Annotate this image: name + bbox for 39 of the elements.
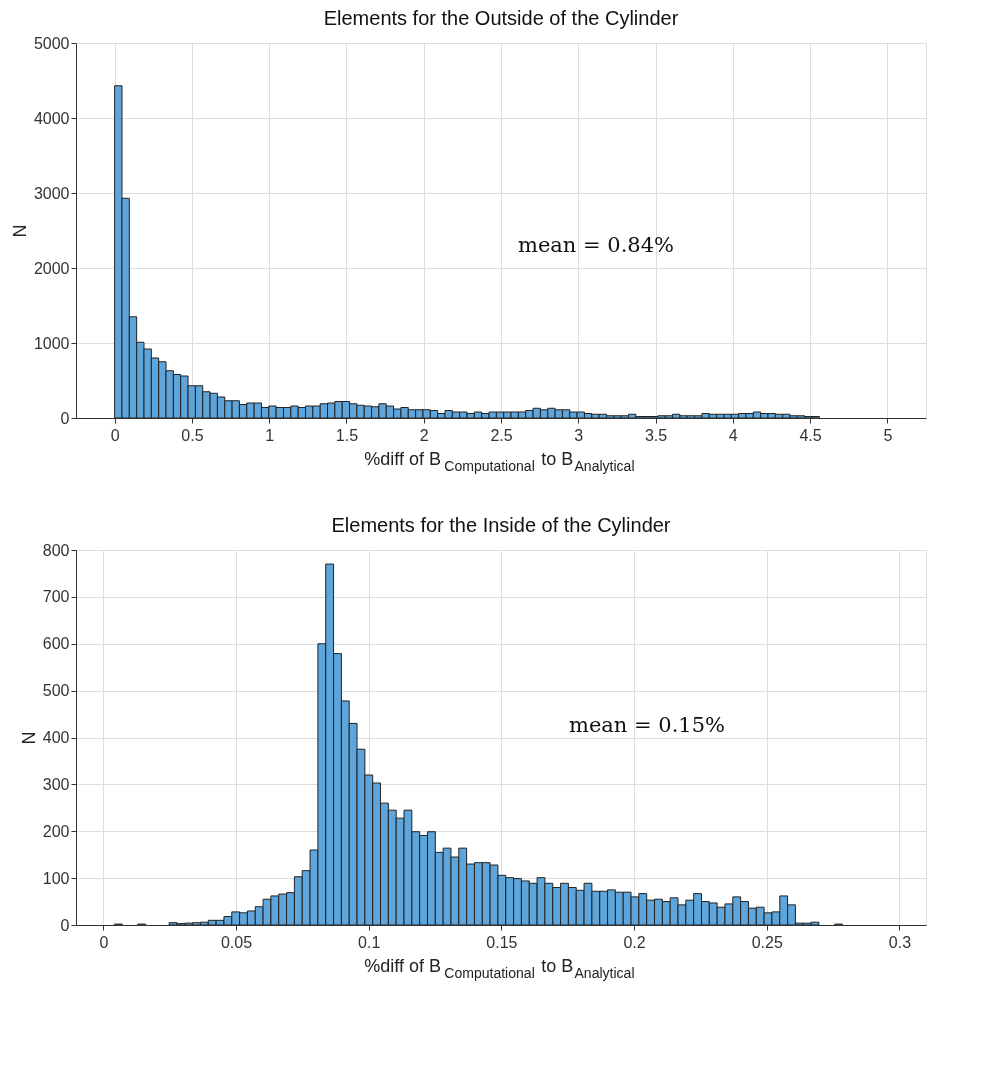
x-tick-label: 4.5: [799, 426, 822, 444]
x-tick-label: 0.3: [888, 933, 912, 951]
y-tick-label: 3000: [33, 184, 70, 202]
y-tick-label: 600: [42, 635, 70, 653]
x-tick-label: 5: [883, 426, 893, 444]
chart-title: Elements for the Inside of the Cylinder: [331, 514, 671, 536]
y-tick-label: 100: [42, 869, 70, 887]
x-tick-label: 0.05: [220, 933, 253, 951]
annotation: mean = 0.84%: [518, 232, 675, 257]
x-tick-label: 0.15: [486, 933, 518, 951]
y-tick-label: 500: [42, 682, 70, 700]
x-tick-label: 1: [265, 426, 275, 444]
y-tick-label: 0: [60, 409, 70, 427]
y-tick-label: 5000: [33, 34, 70, 52]
x-tick-label: 0: [110, 426, 120, 444]
y-tick-label: 200: [42, 822, 70, 840]
y-axis-title: N: [9, 224, 30, 238]
y-tick-label: 1000: [33, 334, 70, 352]
x-tick-label: 0.2: [623, 933, 646, 951]
x-tick-label: 0.5: [181, 426, 204, 444]
y-axis-title: N: [18, 731, 39, 745]
chart-title: Elements for the Outside of the Cylinder: [323, 7, 679, 29]
x-tick-label: 1.5: [335, 426, 359, 444]
x-tick-label: 3: [574, 426, 584, 444]
x-tick-label: 3.5: [644, 426, 668, 444]
x-tick-label: 2: [419, 426, 429, 444]
y-tick-label: 300: [42, 775, 70, 793]
x-tick-label: 0: [99, 933, 109, 951]
annotation: mean = 0.15%: [569, 713, 726, 738]
y-tick-label: 2000: [33, 259, 70, 277]
y-tick-label: 800: [42, 541, 70, 559]
y-tick-label: 0: [60, 916, 70, 934]
x-tick-label: 4: [728, 426, 738, 444]
x-tick-label: 0.25: [751, 933, 783, 951]
x-tick-label: 2.5: [490, 426, 513, 444]
y-tick-label: 400: [42, 729, 70, 746]
x-tick-label: 0.1: [358, 933, 381, 951]
y-tick-label: 4000: [33, 109, 70, 127]
y-tick-label: 700: [42, 588, 70, 606]
